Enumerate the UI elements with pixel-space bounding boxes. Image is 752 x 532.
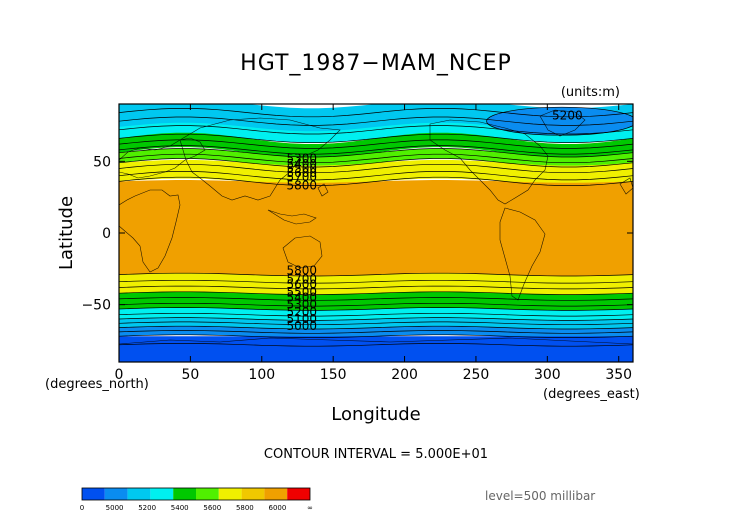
contour-line-north-5	[119, 145, 633, 155]
x-tick-label: 200	[391, 367, 418, 383]
contour-label: 5000	[286, 319, 317, 333]
contour-label: 5500	[286, 162, 317, 176]
y-tick-label: 0	[102, 226, 111, 242]
colorbar-swatch	[150, 488, 174, 500]
coastline-map	[119, 109, 633, 345]
colorbar-swatch	[173, 488, 196, 500]
contour-line-south-0	[119, 272, 633, 277]
contour-label: 5600	[286, 166, 317, 180]
band-south-5400	[119, 307, 633, 321]
contour-line-north-1	[119, 116, 633, 126]
contour-line-south-10	[119, 325, 633, 330]
colorbar-tick-label: ∞	[307, 504, 313, 512]
contour-label: 5200	[286, 305, 317, 319]
band-south-5100	[119, 336, 633, 362]
band-north-5700	[119, 159, 633, 185]
colorbar-tick-label: 5600	[203, 504, 221, 512]
colorbar-tick-label: 6000	[269, 504, 287, 512]
x-axis-ticks: 0 50 100 150 200 250 300 350	[115, 104, 632, 383]
contour-label: 5400	[286, 157, 317, 171]
band-south-5700	[119, 273, 633, 295]
x-tick-label: 250	[463, 367, 490, 383]
contour-label: 5500	[286, 285, 317, 299]
y-axis-ticks: 50 0 −50	[81, 154, 633, 314]
plot-area: 5200530054005500560057005800580057005600…	[118, 103, 634, 363]
colorbar: 0 5000 5200 5400 5600 5800 6000 ∞	[80, 487, 313, 512]
contour-line-south-7	[119, 312, 633, 317]
contour-line-north-8	[119, 158, 633, 168]
y-axis-title: Latitude	[56, 196, 77, 270]
contour-label: 5400	[286, 291, 317, 305]
contour-line-north-10	[119, 171, 633, 181]
colorbar-tick-label: 5200	[138, 504, 156, 512]
contour-line-north-4	[119, 139, 633, 149]
contour-line-north-3	[119, 133, 633, 143]
x-tick-label: 100	[248, 367, 275, 383]
contour-label: 5700	[286, 170, 317, 184]
colorbar-swatch	[241, 488, 265, 500]
colorbar-swatch	[264, 488, 288, 500]
contour-line-north-11	[119, 176, 633, 186]
contour-label: 5200	[552, 108, 583, 122]
y-unit-label: (degrees_north)	[45, 377, 149, 392]
contour-interval-label: CONTOUR INTERVAL = 5.000E+01	[264, 447, 488, 462]
contour-line-south-2	[119, 285, 633, 290]
contour-line-north-0	[119, 108, 633, 118]
x-tick-label: 150	[320, 367, 347, 383]
contour-line-north-2	[119, 125, 633, 135]
y-tick-label: −50	[81, 298, 111, 314]
colorbar-swatch	[127, 488, 151, 500]
colorbar-swatch	[196, 488, 219, 500]
colorbar-swatch	[82, 488, 105, 500]
contour-label: 5700	[286, 272, 317, 286]
contour-line-south-4	[119, 297, 633, 301]
contour-line-south-6	[119, 307, 633, 311]
contour-label: 5800	[286, 179, 317, 193]
contour-line-north-7	[119, 153, 633, 164]
colorbar-tick-label: 0	[80, 504, 84, 512]
contour-line-north-9	[119, 163, 633, 174]
band-north-5600	[119, 148, 633, 167]
contour-line-south-9	[119, 321, 633, 326]
y-tick-label: 50	[93, 154, 111, 170]
chart-title: HGT_1987−MAM_NCEP	[240, 51, 512, 76]
colorbar-swatch	[287, 488, 310, 500]
contour-fill-bands	[119, 104, 633, 362]
contour-label: 5800	[286, 263, 317, 277]
contour-line-south-13	[119, 343, 633, 347]
contour-line-south-11	[119, 330, 633, 334]
colorbar-frame	[81, 487, 311, 501]
contour-line-south-1	[119, 279, 633, 284]
x-tick-label: 300	[534, 367, 561, 383]
colorbar-swatch	[104, 488, 128, 500]
contour-label: 5300	[286, 151, 317, 165]
contour-line-south-3	[119, 291, 633, 295]
colorbar-swatch	[218, 488, 242, 500]
x-tick-label: 50	[181, 367, 199, 383]
band-north-5500	[119, 132, 633, 159]
x-tick-label: 350	[605, 367, 632, 383]
colorbar-tick-label: 5800	[236, 504, 254, 512]
contour-label: 5600	[286, 278, 317, 292]
contour-labels: 5200530054005500560057005800580057005600…	[286, 108, 582, 333]
band-tropics-5800	[119, 180, 633, 276]
band-south-5500	[119, 291, 633, 311]
contour-line-south-8	[119, 317, 633, 321]
contour-label: 5300	[286, 298, 317, 312]
x-tick-label: 0	[115, 367, 124, 383]
level-label: level=500 millibar	[485, 489, 595, 503]
contour-line-south-12	[119, 334, 633, 338]
units-label: (units:m)	[561, 85, 620, 100]
contour-line-south-5	[119, 302, 633, 307]
colorbar-tick-label: 5000	[106, 504, 124, 512]
colorbar-tick-label: 5400	[171, 504, 189, 512]
x-unit-label: (degrees_east)	[543, 387, 640, 402]
x-axis-title: Longitude	[331, 404, 421, 425]
contour-lines	[119, 108, 633, 347]
contour-label: 5100	[286, 312, 317, 326]
